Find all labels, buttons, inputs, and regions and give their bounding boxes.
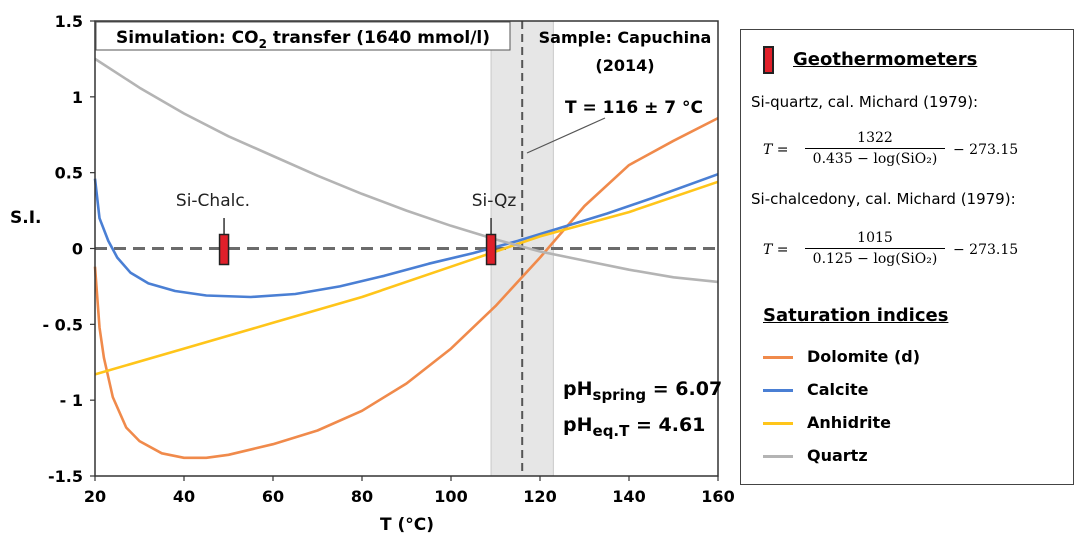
x-tick-label: 60 [262, 487, 284, 506]
sample-year-label: (2014) [595, 56, 654, 75]
y-tick-label: -1.5 [48, 467, 83, 486]
legend-label-anhidrite: Anhidrite [807, 413, 891, 432]
si-chalcedony-marker [218, 233, 230, 266]
geothermometer-marker-swatch [763, 46, 774, 74]
chalcedony-formula: T = 1015 0.125 − log(SiO₂) − 273.15 [763, 228, 1063, 278]
chalcedony-formula-fraction: 1015 0.125 − log(SiO₂) [805, 228, 945, 269]
quartz-formula-numerator: 1322 [857, 130, 893, 146]
saturation-indices-title: Saturation indices [763, 305, 949, 326]
legend-item-quartz: Quartz [763, 445, 1063, 467]
x-tick-label: 120 [523, 487, 556, 506]
y-tick-label: 1 [72, 88, 83, 107]
chalcedony-formula-denominator: 0.125 − log(SiO₂) [812, 251, 938, 267]
fraction-bar [805, 248, 945, 249]
x-tick-label: 80 [351, 487, 373, 506]
legend-item-dolomite: Dolomite (d) [763, 346, 1063, 368]
chalcedony-calibration-label: Si-chalcedony, cal. Michard (1979): [751, 190, 1016, 208]
legend-item-anhidrite: Anhidrite [763, 412, 1063, 434]
quartz-formula: T = 1322 0.435 − log(SiO₂) − 273.15 [763, 128, 1063, 178]
geothermometers-title: Geothermometers [793, 49, 978, 70]
x-axis-label: T (°C) [380, 515, 434, 535]
legend-item-calcite: Calcite [763, 379, 1063, 401]
y-tick-label: 0.5 [55, 164, 83, 183]
chalcedony-formula-lhs: T = [763, 242, 789, 258]
si-quartz-marker-label: Si-Qz [472, 191, 517, 211]
series-line-dolomite-d [93, 116, 719, 460]
legend-line-quartz [763, 455, 793, 458]
y-tick-label: 1.5 [55, 12, 83, 31]
legend-line-dolomite [763, 356, 793, 359]
legend-panel: Geothermometers Si-quartz, cal. Michard … [740, 29, 1074, 485]
quartz-formula-rhs: − 273.15 [953, 142, 1019, 158]
x-tick-label: 100 [434, 487, 467, 506]
y-tick-label: - 0.5 [42, 315, 83, 334]
simulation-label: Simulation: CO2 transfer (1640 mmol/l) [116, 28, 490, 51]
quartz-formula-lhs: T = [763, 142, 789, 158]
legend-line-calcite [763, 389, 793, 392]
legend-label-calcite: Calcite [807, 380, 869, 399]
ph-spring-label: pHspring = 6.07 [563, 378, 722, 404]
legend-line-anhidrite [763, 422, 793, 425]
saturation-index-chart: 20 40 60 80 100 120 140 160 1.5 1 0.5 0 - 0.5 - 1 -1.5… [10, 12, 735, 535]
sample-label: Sample: Capuchina [539, 28, 712, 47]
si-chalcedony-marker-label: Si-Chalc. [176, 191, 250, 211]
legend-label-quartz: Quartz [807, 446, 868, 465]
x-tick-label: 140 [612, 487, 645, 506]
temperature-annotation: T = 116 ± 7 °C [565, 98, 703, 118]
x-tick-label: 20 [84, 487, 106, 506]
series-line-quartz [94, 57, 719, 284]
chalcedony-formula-rhs: − 273.15 [953, 242, 1019, 258]
legend-label-dolomite: Dolomite (d) [807, 347, 921, 366]
y-axis-label: S.I. [10, 208, 42, 228]
y-tick-label: 0 [72, 240, 83, 259]
simulation-label-box [95, 21, 511, 51]
series-line-calcite [93, 172, 719, 299]
fraction-bar [805, 148, 945, 149]
quartz-formula-denominator: 0.435 − log(SiO₂) [812, 151, 938, 167]
x-tick-label: 40 [173, 487, 195, 506]
si-quartz-marker [485, 233, 497, 266]
series-line-anhidrite [94, 180, 719, 376]
x-tick-label: 160 [701, 487, 734, 506]
ph-equilibrium-label: pHeq.T = 4.61 [563, 414, 705, 440]
quartz-calibration-label: Si-quartz, cal. Michard (1979): [751, 93, 979, 111]
y-tick-label: - 1 [60, 391, 83, 410]
quartz-formula-fraction: 1322 0.435 − log(SiO₂) [805, 128, 945, 169]
temperature-leader-line [526, 117, 606, 154]
chalcedony-formula-numerator: 1015 [857, 230, 893, 246]
